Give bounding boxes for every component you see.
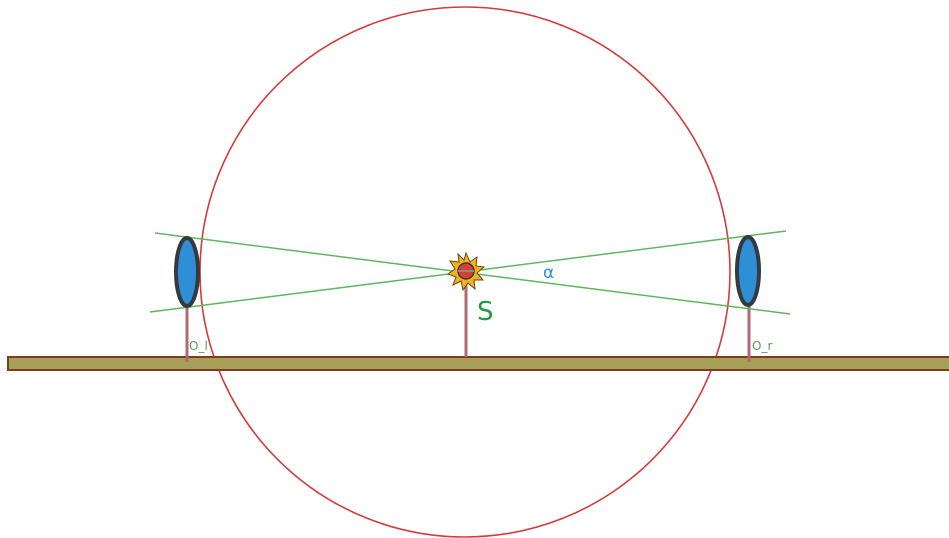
lens-icon [174,236,200,308]
angle-label: α [543,263,554,283]
right-lens[interactable] [735,235,761,307]
source-label: S [477,297,494,327]
sun-icon [446,251,486,292]
lens-icon [735,235,761,307]
right-lens-base-label: O_r [752,339,772,353]
left-lens-base-label: O_l [189,339,208,353]
light-source[interactable] [446,251,486,292]
optical-rail [7,356,949,371]
left-lens[interactable] [174,236,200,308]
